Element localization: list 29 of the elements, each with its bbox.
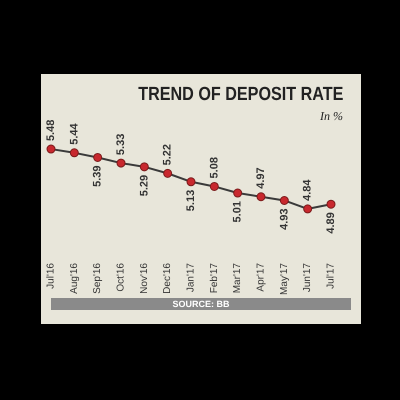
data-label: 5.08 xyxy=(208,157,220,178)
x-tick-label: Nov'16 xyxy=(138,262,150,294)
data-label: 5.22 xyxy=(162,144,174,166)
data-label: 5.33 xyxy=(115,134,127,156)
chart-subtitle: In % xyxy=(320,109,343,124)
x-tick-label: May'17 xyxy=(278,262,290,295)
data-label: 4.97 xyxy=(255,167,267,189)
data-label: 5.44 xyxy=(68,122,80,145)
x-tick-label: Sep'16 xyxy=(92,262,104,294)
data-label: 4.93 xyxy=(278,208,290,230)
x-tick-label: Jan'17 xyxy=(186,262,196,292)
data-label: 5.01 xyxy=(232,201,244,222)
x-tick-label: Jun'17 xyxy=(302,262,314,292)
source-note: SOURCE: BB xyxy=(51,298,351,310)
x-tick-label: Jul'16 xyxy=(46,262,56,289)
x-tick-label: Aug'16 xyxy=(68,262,80,294)
data-label: 4.84 xyxy=(302,178,314,201)
x-tick-label: Jul'17 xyxy=(326,262,336,289)
x-tick-label: Dec'16 xyxy=(162,262,174,294)
x-tick-label: Apr'17 xyxy=(256,262,266,292)
x-tick-label: Feb'17 xyxy=(208,262,220,294)
x-tick-label: Oct'16 xyxy=(116,262,126,292)
chart-title: TREND OF DEPOSIT RATE xyxy=(138,84,343,106)
data-label: 5.13 xyxy=(185,190,197,212)
data-label: 5.48 xyxy=(45,120,57,142)
data-label: 4.89 xyxy=(325,212,337,234)
x-tick-label: Mar'17 xyxy=(232,262,244,294)
data-label: 5.39 xyxy=(92,165,104,187)
data-label: 5.29 xyxy=(138,174,150,196)
